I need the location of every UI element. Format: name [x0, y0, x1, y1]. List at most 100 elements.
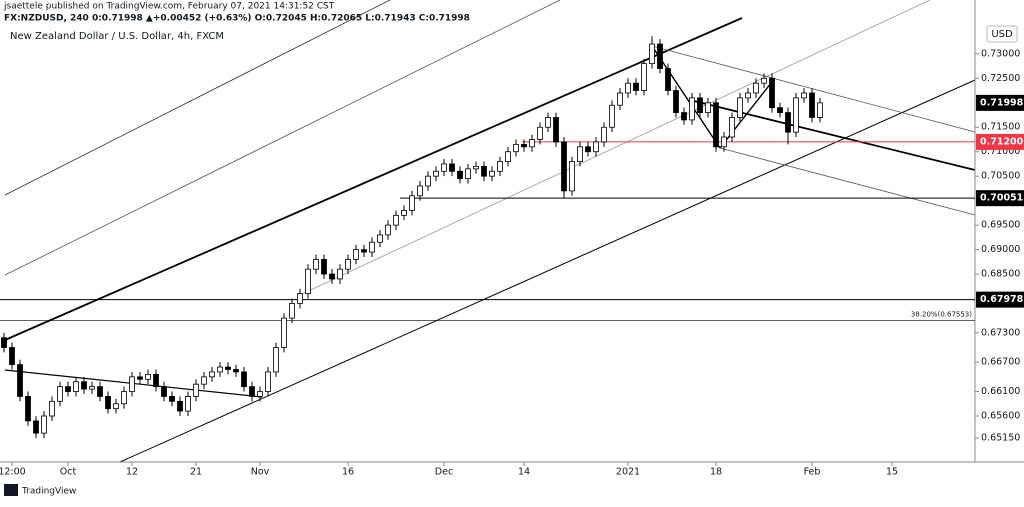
candle-body: [17, 364, 23, 397]
candle-body: [337, 268, 343, 280]
y-tick-label: 0.72500: [981, 73, 1020, 84]
candle-body: [265, 371, 271, 392]
candle-body: [169, 396, 175, 402]
candle-body: [713, 102, 719, 148]
trend-line: [4, 0, 391, 196]
candle-body: [649, 43, 655, 65]
candle-body: [361, 249, 367, 253]
candle-body: [601, 126, 607, 143]
candle-body: [57, 386, 63, 402]
candle-body: [177, 400, 183, 412]
candle-body: [809, 92, 815, 118]
candle-body: [65, 386, 71, 392]
candle-body: [257, 391, 263, 397]
candle-body: [409, 195, 415, 211]
candle-body: [737, 97, 743, 118]
currency[interactable]: USD: [991, 29, 1013, 40]
candle-body: [753, 82, 759, 94]
candle-body: [473, 165, 479, 170]
candle-body: [801, 92, 807, 99]
candle-body: [241, 371, 247, 388]
candle-body: [89, 386, 95, 390]
candle-body: [729, 117, 735, 138]
candle-body: [161, 386, 167, 397]
candle-body: [465, 168, 471, 180]
candle-body: [489, 170, 495, 177]
candle-body: [665, 68, 671, 91]
candle-body: [521, 143, 527, 148]
candle-body: [297, 293, 303, 304]
candle-body: [425, 175, 431, 187]
candle-body: [793, 97, 799, 133]
candle-body: [625, 82, 631, 94]
x-tick-label: 12:00: [0, 467, 26, 478]
y-tick-label: 0.70500: [981, 171, 1020, 182]
candle-body: [225, 366, 231, 370]
candle-body: [385, 224, 391, 236]
chart-title: New Zealand Dollar / U.S. Dollar, 4h, FX…: [10, 31, 224, 42]
x-tick-label: Nov: [251, 467, 270, 478]
price-label: 0.67978: [980, 294, 1024, 305]
candle-body: [761, 77, 767, 84]
x-tick-label: Feb: [804, 467, 821, 478]
level-label: 38.20%(0.67553): [911, 310, 972, 318]
candle-body: [609, 104, 615, 128]
candle-body: [537, 126, 543, 140]
price-label: 0.71200: [980, 136, 1024, 147]
candle-body: [513, 143, 519, 153]
candle-body: [9, 347, 15, 366]
y-tick-label: 0.71000: [981, 146, 1020, 157]
footer-brand: TradingView: [21, 487, 76, 497]
trend-line: [4, 17, 743, 341]
candle-body: [1, 337, 7, 348]
logo-icon: [4, 484, 18, 496]
candle-body: [217, 366, 223, 373]
candle-body: [185, 396, 191, 412]
candle-body: [497, 161, 503, 172]
candle-body: [561, 141, 567, 192]
candle-body: [33, 420, 39, 434]
trend-line: [719, 147, 976, 216]
currency-box[interactable]: [986, 25, 1018, 43]
trend-line: [651, 45, 976, 133]
y-tick-label: 0.67300: [981, 327, 1020, 338]
candle-body: [745, 92, 751, 99]
candle-body: [273, 347, 279, 373]
candle-body: [193, 383, 199, 397]
candle-body: [577, 146, 583, 162]
candle-body: [81, 381, 87, 390]
candle-body: [281, 317, 287, 348]
candle-body: [617, 92, 623, 106]
candle-body: [313, 258, 319, 270]
candle-body: [353, 249, 359, 260]
candle-body: [553, 117, 559, 143]
candle-body: [769, 77, 775, 109]
candle-body: [113, 403, 119, 410]
x-tick-label: 18: [710, 467, 722, 478]
candle-body: [641, 63, 647, 91]
y-tick-label: 0.68500: [981, 269, 1020, 280]
candle-body: [681, 112, 687, 121]
candle-body: [97, 386, 103, 397]
candle-body: [817, 102, 823, 118]
candle-body: [201, 376, 207, 385]
y-tick-label: 0.65600: [981, 410, 1020, 421]
candle-body: [233, 369, 239, 373]
candle-body: [121, 391, 127, 405]
candle-body: [569, 161, 575, 192]
price-label: 0.70051: [980, 193, 1023, 204]
candle-body: [481, 165, 487, 177]
candle-body: [633, 82, 639, 91]
candle-body: [777, 107, 783, 113]
ohlc-line: FX:NZDUSD, 240 0:0.71998 ▲+0.00452 (+0.6…: [4, 14, 470, 24]
y-tick-label: 0.69000: [981, 244, 1020, 255]
candle-body: [585, 146, 591, 153]
candle-body: [153, 373, 159, 388]
candle-body: [433, 170, 439, 177]
candle-body: [505, 151, 511, 162]
candle-body: [417, 185, 423, 197]
candle-body: [41, 415, 47, 434]
trend-line: [119, 79, 976, 463]
